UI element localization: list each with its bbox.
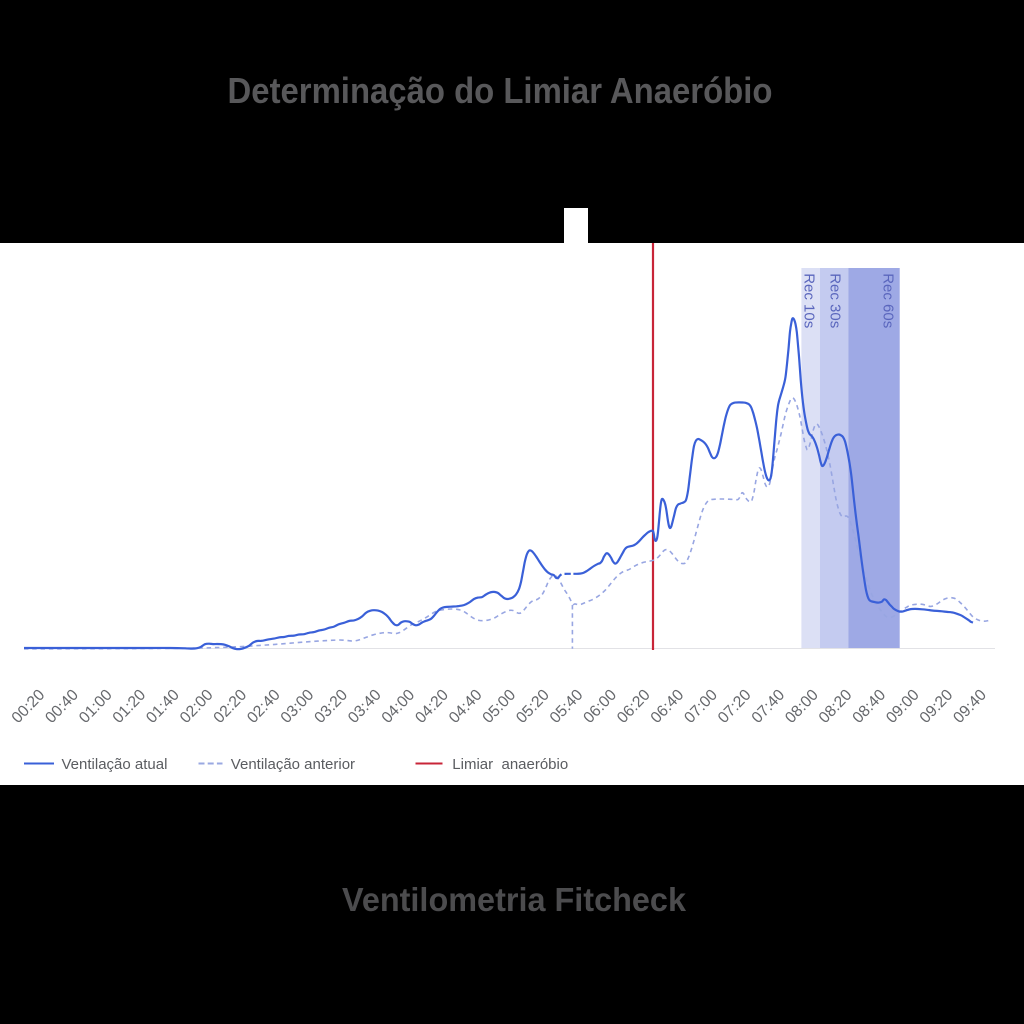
- svg-text:02:00: 02:00: [177, 686, 217, 726]
- svg-text:Ventilação anterior: Ventilação anterior: [231, 756, 355, 773]
- svg-text:04:40: 04:40: [446, 686, 486, 726]
- svg-text:03:00: 03:00: [278, 686, 318, 726]
- svg-text:03:40: 03:40: [345, 686, 385, 726]
- svg-text:02:40: 02:40: [244, 686, 284, 726]
- svg-text:02:20: 02:20: [210, 686, 250, 726]
- svg-text:Limiar anaeróbio: Limiar anaeróbio: [452, 756, 568, 773]
- svg-text:01:00: 01:00: [76, 686, 116, 726]
- svg-text:03:20: 03:20: [311, 686, 351, 726]
- svg-text:Ventilação atual: Ventilação atual: [62, 756, 168, 773]
- svg-text:07:20: 07:20: [715, 686, 755, 726]
- svg-text:07:00: 07:00: [681, 686, 721, 726]
- svg-text:Rec 30s: Rec 30s: [827, 273, 844, 328]
- svg-text:08:20: 08:20: [816, 686, 856, 726]
- svg-text:01:40: 01:40: [143, 686, 183, 726]
- svg-text:07:40: 07:40: [749, 686, 789, 726]
- svg-text:00:20: 00:20: [9, 686, 49, 726]
- svg-text:06:20: 06:20: [614, 686, 654, 726]
- svg-text:09:20: 09:20: [917, 686, 957, 726]
- svg-text:00:40: 00:40: [42, 686, 82, 726]
- svg-text:04:00: 04:00: [379, 686, 419, 726]
- svg-text:01:20: 01:20: [110, 686, 150, 726]
- svg-text:Rec 10s: Rec 10s: [801, 273, 818, 328]
- svg-text:06:00: 06:00: [580, 686, 620, 726]
- svg-text:05:40: 05:40: [547, 686, 587, 726]
- svg-text:09:40: 09:40: [950, 686, 990, 726]
- svg-text:08:00: 08:00: [782, 686, 822, 726]
- svg-text:08:40: 08:40: [849, 686, 889, 726]
- svg-text:05:20: 05:20: [513, 686, 553, 726]
- svg-text:09:00: 09:00: [883, 686, 923, 726]
- svg-text:04:20: 04:20: [412, 686, 452, 726]
- svg-text:06:40: 06:40: [648, 686, 688, 726]
- svg-text:05:00: 05:00: [479, 686, 519, 726]
- svg-text:Rec 60s: Rec 60s: [880, 273, 897, 328]
